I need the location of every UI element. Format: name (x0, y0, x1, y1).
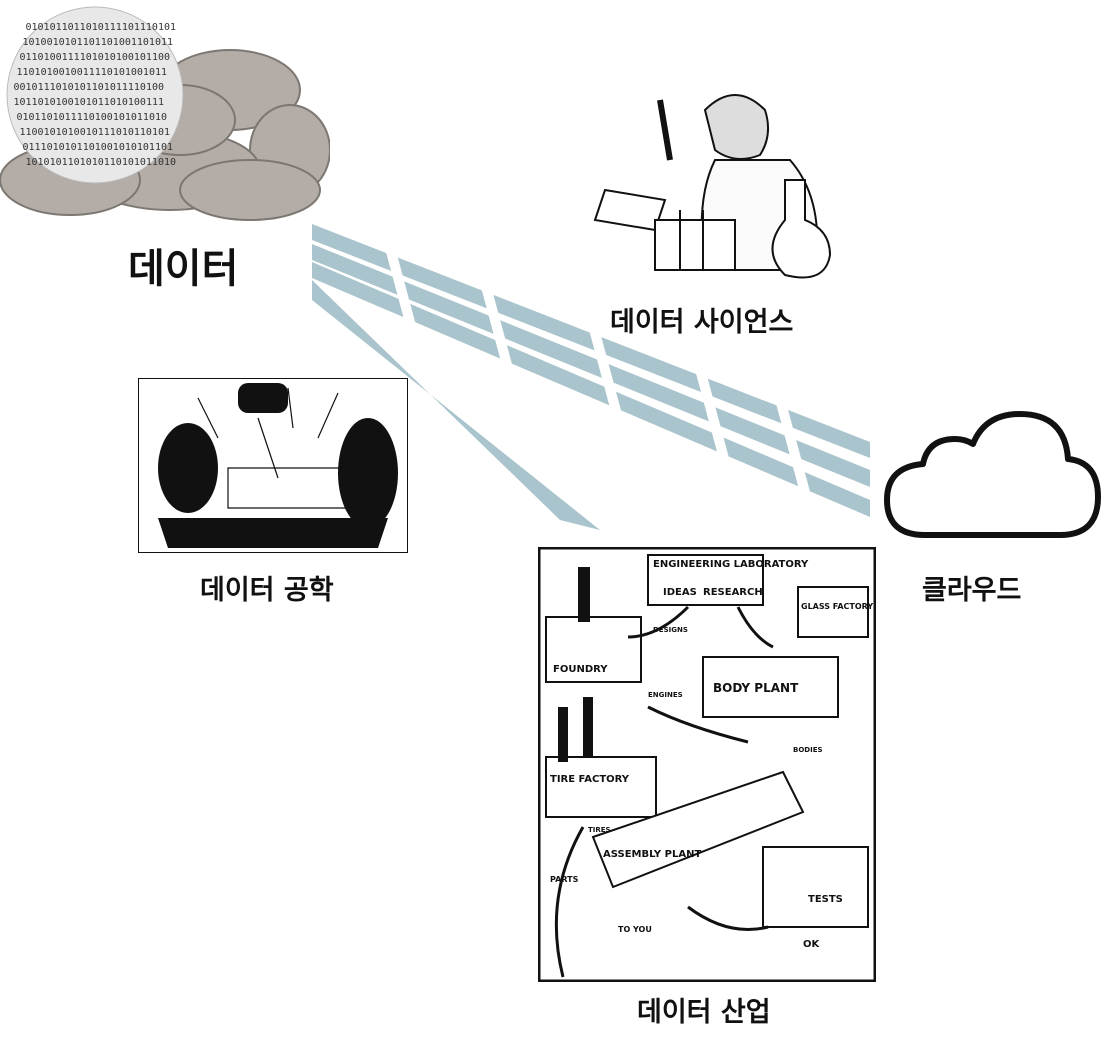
pipe-row-3 (312, 262, 870, 517)
data-engineering-label: 데이터 공학 (200, 575, 334, 606)
tires-text: TIRES (588, 826, 611, 834)
engines-text: ENGINES (648, 691, 683, 699)
binary-row: 0010111010101101011110100 (14, 82, 165, 93)
data-label: 데이터 (128, 246, 239, 292)
tire-factory-building (545, 756, 657, 818)
data-industry-label: 데이터 산업 (637, 997, 771, 1028)
ideas-text: IDEAS (663, 587, 697, 598)
data-industry-illustration: ENGINEERING LABORATORY IDEAS RESEARCH GL… (538, 547, 876, 982)
body-plant-building (702, 656, 839, 718)
ok-text: OK (803, 939, 821, 950)
cloud-label: 클라우드 (922, 575, 1022, 606)
scientist-illustration (593, 94, 832, 279)
engineering-lab-text: ENGINEERING LABORATORY (653, 559, 809, 570)
binary-row: 1100101010010111010110101 (20, 127, 171, 138)
cloud-icon (884, 411, 1101, 538)
bodies-text: BODIES (793, 746, 823, 754)
foundry-text: FOUNDRY (553, 664, 608, 675)
research-text: RESEARCH (703, 587, 763, 598)
designs-text: DESIGNS (653, 626, 688, 634)
binary-row: 0110100111101010100101100 (20, 52, 171, 63)
assembly-plant-building (591, 770, 805, 889)
engineering-lab-building (647, 554, 764, 606)
to-you-text: TO YOU (618, 925, 652, 934)
body-plant-text: BODY PLANT (713, 681, 799, 695)
binary-row: 0111010101101001010101101 (23, 142, 174, 153)
parts-text: PARTS (550, 875, 579, 884)
pipe-row-1 (312, 224, 870, 458)
engineering-lab-tests-building (762, 846, 869, 928)
glass-factory-building (797, 586, 869, 638)
binary-row: 1011010100101011010100111 (14, 97, 165, 108)
tire-factory-text: TIRE FACTORY (550, 774, 630, 785)
binary-row: 0101101011110100101011010 (17, 112, 168, 123)
tests-text: TESTS (808, 894, 843, 905)
foundry-building (545, 616, 642, 683)
data-science-label: 데이터 사이언스 (610, 307, 794, 338)
pipe-row-2 (312, 244, 870, 487)
assembly-plant-text: ASSEMBLY PLANT (603, 849, 701, 860)
glass-factory-text: GLASS FACTORY (801, 602, 873, 611)
binary-row: 1101010010011110101001011 (17, 67, 168, 78)
binary-row: 1010101101010110101011010 (26, 157, 177, 168)
data-engineering-illustration (138, 378, 408, 553)
binary-row: 1010010101101101001101011 (23, 37, 174, 48)
binary-row: 0101011011010111101110101 (26, 22, 177, 33)
binary-digits: 0101011011010111101110101 101001010110110… (14, 22, 177, 168)
data-rocks-illustration: 0101011011010111101110101 101001010110110… (0, 6, 330, 221)
binary-globe (6, 6, 184, 184)
